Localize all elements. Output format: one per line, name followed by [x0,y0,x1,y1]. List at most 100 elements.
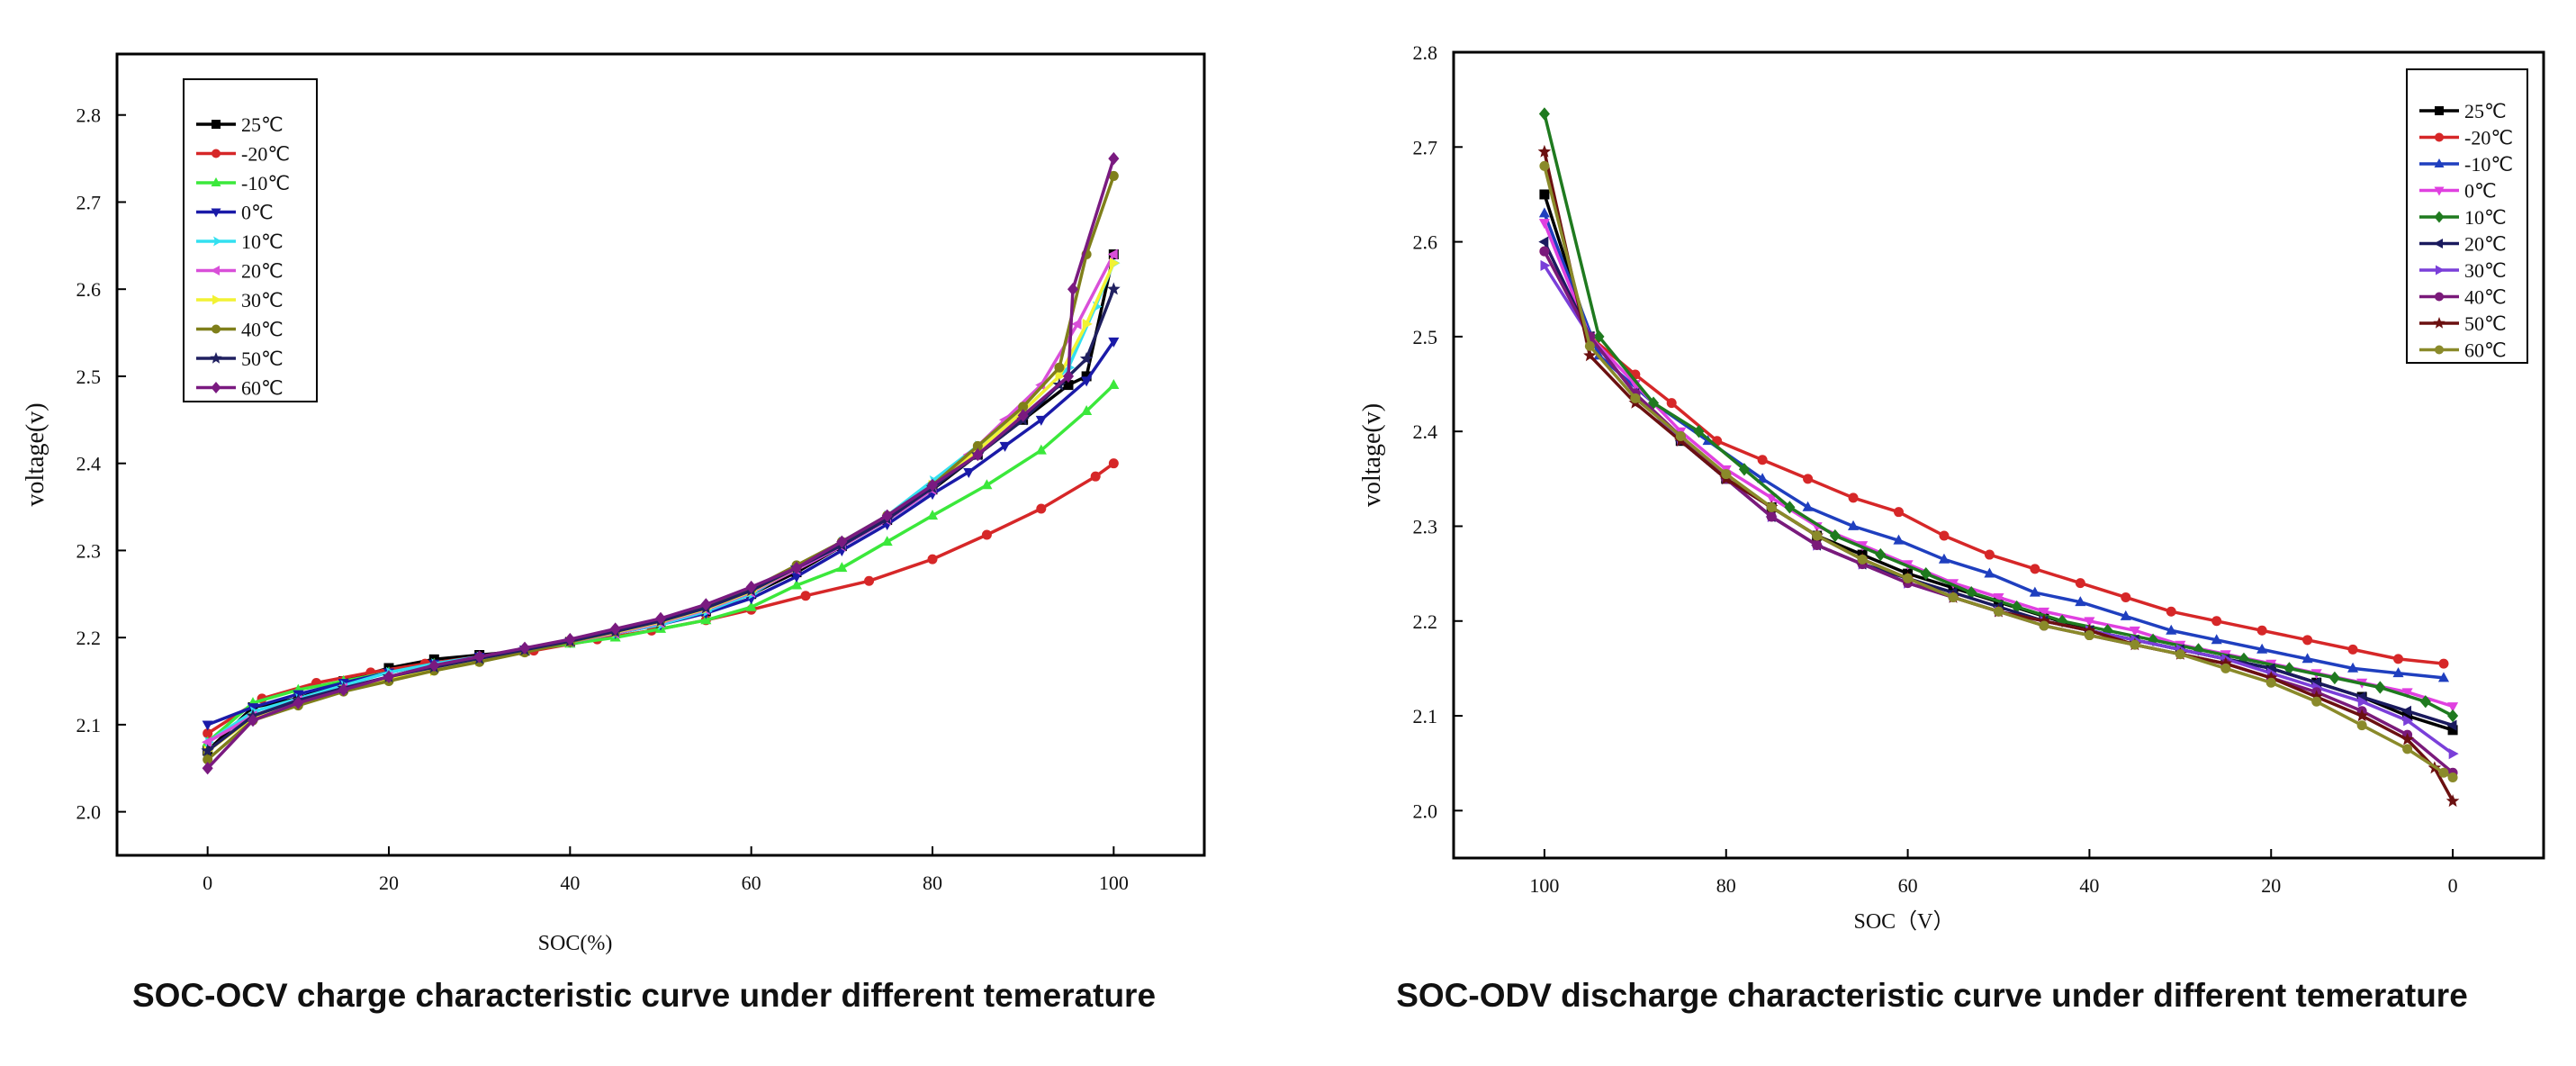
legend-label: 40℃ [2464,286,2507,309]
data-point [1766,511,1777,522]
y-tick-label: 2.3 [1413,515,1438,538]
legend-item: 10℃ [196,230,284,253]
data-point [518,641,531,655]
legend-item: -10℃ [196,172,290,194]
data-point [1938,553,1950,564]
data-point [1082,318,1093,330]
series-line [206,262,1115,744]
data-point [1071,318,1082,330]
data-point [1538,236,1549,248]
data-point [1848,492,1859,503]
legend-item: 20℃ [196,260,284,283]
data-point [203,754,213,765]
data-point [2256,625,2267,636]
data-point [1079,351,1094,365]
data-point [2393,654,2404,664]
data-point [2355,709,2369,722]
data-point [1035,415,1047,426]
data-point [836,562,848,573]
data-point [790,561,803,574]
y-tick-label: 2.6 [77,278,102,301]
x-tick-label: 60 [1898,874,1918,897]
data-point [1966,586,1977,600]
y-axis-label: voltage(v) [1358,403,1386,507]
y-tick-label: 2.0 [1413,800,1438,822]
data-point [1721,469,1732,480]
data-point [2211,634,2222,645]
data-point [1540,259,1551,271]
data-point [1538,219,1550,230]
legend-item: 25℃ [2419,100,2507,122]
legend-swatch-marker [2435,132,2444,142]
data-point [2403,715,2414,727]
data-point [2029,586,2040,597]
x-tick-label: 40 [2079,874,2099,897]
data-point [2256,643,2268,654]
data-point [1693,425,1705,438]
legend-label: 0℃ [241,202,274,224]
legend-swatch-marker [2434,239,2443,248]
data-point [2401,705,2412,717]
data-point [202,720,213,731]
data-point [2084,617,2095,628]
data-point [2220,663,2231,673]
data-point [1055,370,1066,382]
legend-label: 0℃ [2464,180,2497,203]
series-line [1543,165,2454,780]
data-point [1109,257,1120,269]
legend-item: 40℃ [2419,286,2507,309]
data-point [2011,600,2022,614]
legend-label: 25℃ [241,113,284,136]
data-point [2438,658,2449,669]
data-point [881,536,893,547]
data-point [926,510,939,520]
legend-label: 60℃ [2464,339,2507,362]
legend-item: 30℃ [196,289,284,312]
caption-charge-curve: SOC-OCV charge characteristic curve unde… [131,977,1157,1014]
data-point [428,658,440,673]
legend-swatch-marker [211,266,220,276]
data-point [2400,732,2414,745]
y-tick-label: 2.3 [77,539,102,562]
legend-item: 20℃ [2419,233,2507,256]
data-point [1766,501,1777,512]
y-tick-label: 2.5 [77,366,102,388]
legend-item: 60℃ [196,377,284,400]
data-point [2084,630,2094,641]
data-point [2356,720,2367,731]
data-point [1675,430,1686,441]
data-point [338,683,349,697]
data-point [564,632,576,646]
legend-swatch-marker [2434,158,2445,167]
data-point [1018,402,1029,412]
data-point [981,479,993,490]
data-point [2445,794,2460,808]
data-point [1583,348,1597,362]
data-point [1539,246,1550,257]
data-point [1090,471,1101,482]
data-point [609,622,621,636]
data-point [2401,688,2413,699]
data-point [1081,376,1093,387]
data-point [1847,519,1860,530]
data-point [790,573,803,583]
series-10 [1539,160,2458,782]
legend-swatch-marker [212,149,221,158]
plot-area [1452,50,2545,860]
legend-item: 40℃ [196,319,284,341]
y-tick-label: 2.7 [1413,136,1438,158]
data-point [2120,610,2131,620]
legend-item: 30℃ [2419,259,2507,282]
legend-label: -10℃ [241,172,290,194]
y-tick-label: 2.6 [1413,231,1438,254]
legend-item: -10℃ [2419,153,2513,176]
legend-label: 30℃ [2464,259,2507,282]
data-point [203,728,213,739]
y-tick-label: 2.2 [1413,610,1438,633]
data-point [1829,528,1841,543]
y-tick-label: 2.4 [1413,420,1438,443]
legend-item: 25℃ [196,113,284,136]
x-tick-label: 100 [1099,872,1129,894]
data-point [2392,667,2404,678]
legend-swatch-marker [210,352,222,364]
